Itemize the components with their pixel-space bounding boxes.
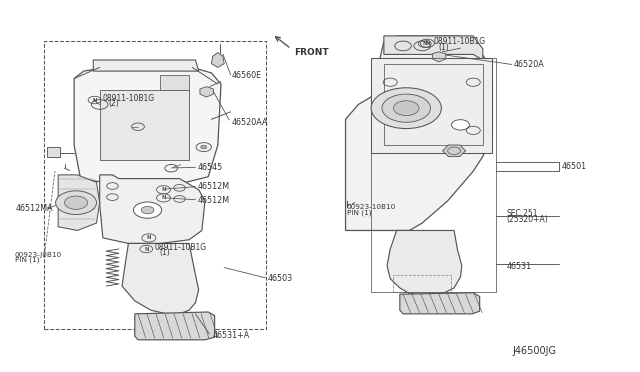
Text: N: N — [161, 187, 166, 192]
Text: PIN (1): PIN (1) — [347, 210, 371, 216]
Text: (1): (1) — [160, 248, 170, 257]
Polygon shape — [122, 243, 198, 314]
Text: N: N — [144, 247, 148, 251]
Polygon shape — [387, 231, 462, 295]
Polygon shape — [200, 87, 213, 97]
Circle shape — [382, 94, 431, 122]
Polygon shape — [346, 36, 492, 231]
Text: 08911-10B1G: 08911-10B1G — [434, 37, 486, 46]
Polygon shape — [135, 312, 214, 340]
Text: (25320+A): (25320+A) — [506, 215, 548, 224]
Text: 46560E: 46560E — [232, 71, 262, 80]
Text: 46501: 46501 — [561, 162, 586, 171]
Text: 46512MA: 46512MA — [15, 204, 53, 213]
Polygon shape — [161, 75, 189, 90]
Circle shape — [56, 191, 97, 215]
Polygon shape — [433, 52, 446, 62]
Text: J46500JG: J46500JG — [512, 346, 556, 356]
Polygon shape — [93, 60, 198, 71]
Text: N: N — [92, 97, 97, 103]
Polygon shape — [400, 293, 479, 314]
Text: N: N — [422, 41, 427, 46]
Polygon shape — [384, 36, 483, 60]
Polygon shape — [100, 175, 205, 243]
Text: (1): (1) — [439, 43, 449, 52]
Text: 46520A: 46520A — [513, 60, 544, 69]
Text: N: N — [161, 195, 166, 201]
Polygon shape — [74, 67, 221, 182]
Circle shape — [371, 88, 442, 129]
Polygon shape — [443, 145, 466, 157]
Circle shape — [65, 196, 88, 209]
Circle shape — [141, 206, 154, 214]
Polygon shape — [211, 52, 224, 67]
Text: 46503: 46503 — [268, 274, 292, 283]
Text: 08911-10B1G: 08911-10B1G — [103, 94, 155, 103]
Circle shape — [452, 120, 469, 130]
Text: 00923-10B10: 00923-10B10 — [347, 205, 396, 211]
Text: N: N — [425, 41, 429, 46]
Circle shape — [200, 145, 207, 149]
Polygon shape — [47, 147, 60, 157]
Text: N: N — [147, 235, 151, 240]
Circle shape — [134, 202, 162, 218]
Text: 46520AA: 46520AA — [232, 118, 268, 127]
Text: 08911-10B1G: 08911-10B1G — [155, 243, 207, 251]
Text: FRONT: FRONT — [294, 48, 329, 57]
Text: 46531+A: 46531+A — [212, 331, 250, 340]
Text: 46512M: 46512M — [197, 182, 230, 191]
Text: 00923-J0B10: 00923-J0B10 — [15, 251, 62, 257]
Text: 46545: 46545 — [197, 163, 223, 172]
Text: PIN (1): PIN (1) — [15, 257, 39, 263]
Text: 46531: 46531 — [506, 262, 532, 271]
Polygon shape — [371, 58, 492, 153]
Polygon shape — [58, 175, 100, 231]
Text: SEC.251: SEC.251 — [506, 209, 538, 218]
Circle shape — [394, 101, 419, 116]
Text: 46512M: 46512M — [197, 196, 230, 205]
Text: (2): (2) — [108, 99, 119, 108]
Polygon shape — [100, 90, 189, 160]
